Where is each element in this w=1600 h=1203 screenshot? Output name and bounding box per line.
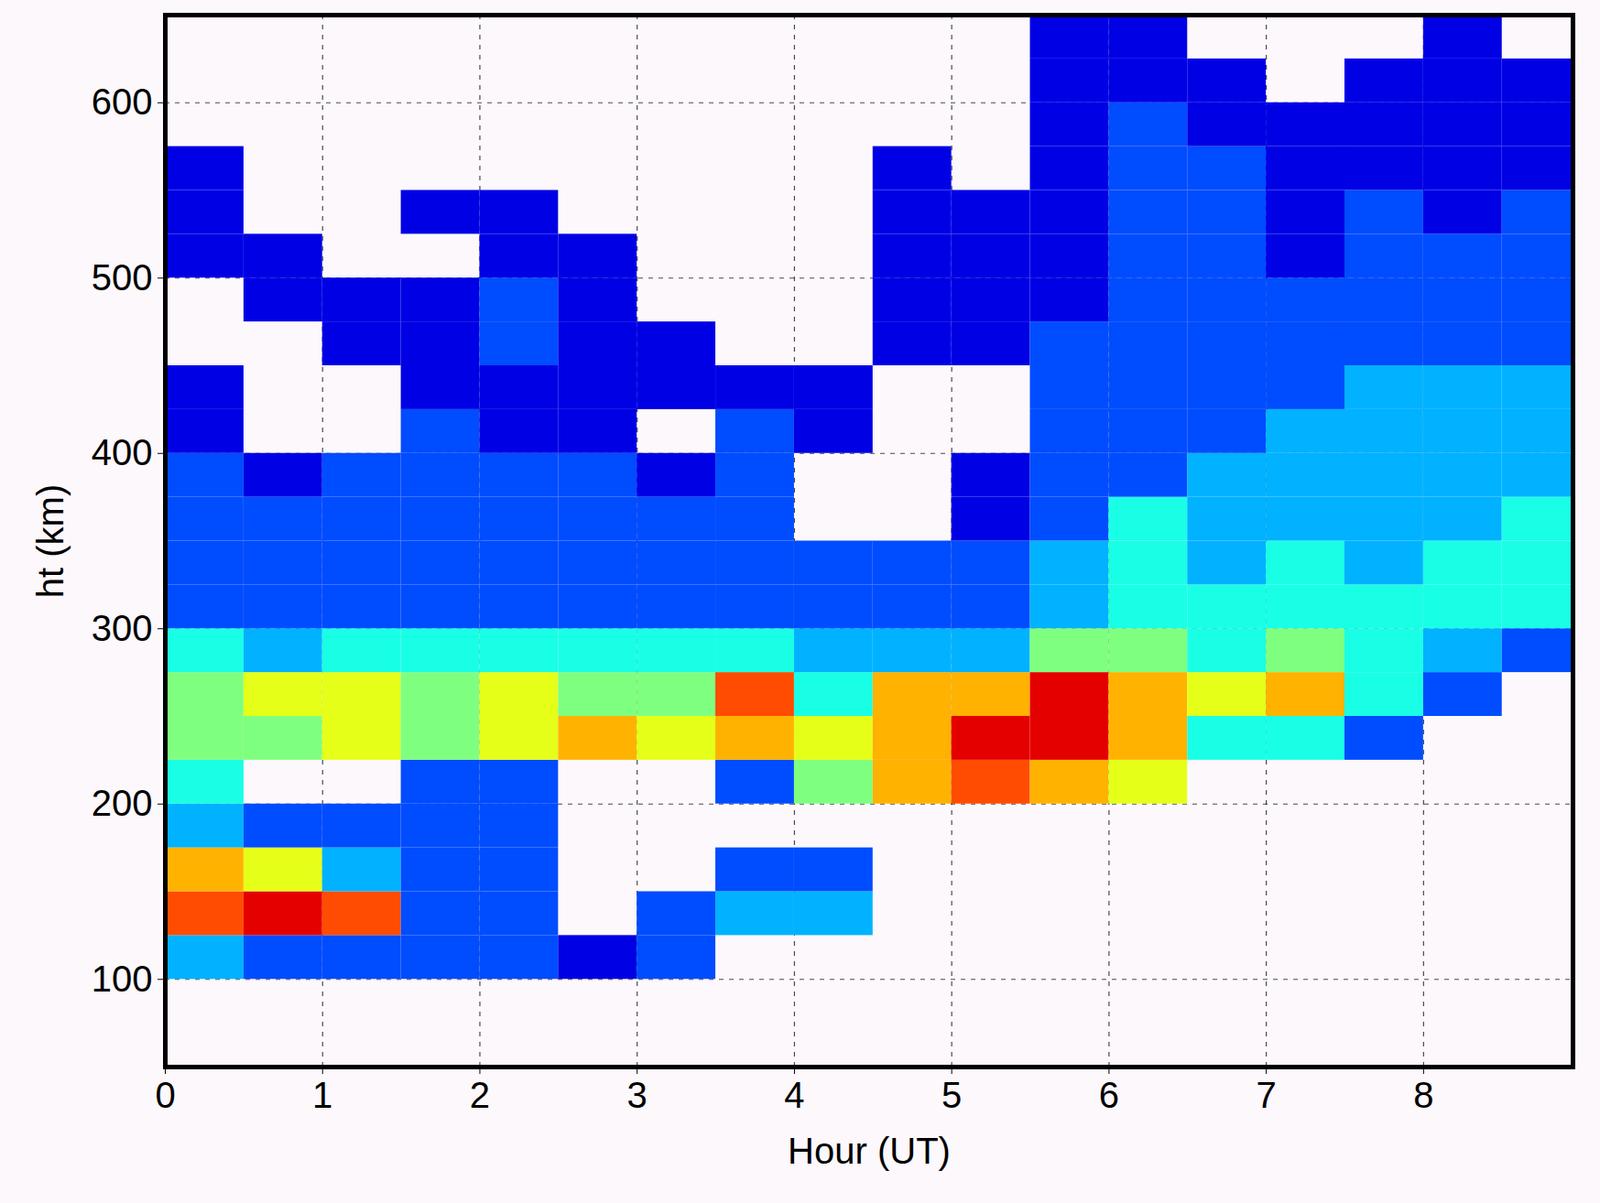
svg-text:500: 500 <box>91 257 153 298</box>
svg-text:600: 600 <box>91 81 153 122</box>
svg-text:6: 6 <box>1099 1075 1120 1116</box>
svg-text:ht (km): ht (km) <box>30 484 71 599</box>
svg-text:5: 5 <box>941 1075 962 1116</box>
svg-text:8: 8 <box>1413 1075 1434 1116</box>
svg-text:300: 300 <box>91 608 153 649</box>
svg-text:4: 4 <box>783 1075 805 1116</box>
svg-text:0: 0 <box>154 1075 175 1116</box>
svg-text:100: 100 <box>91 958 153 1000</box>
svg-text:3: 3 <box>627 1075 648 1116</box>
svg-text:2: 2 <box>469 1075 490 1116</box>
svg-text:400: 400 <box>91 432 153 473</box>
svg-text:Hour (UT): Hour (UT) <box>787 1131 951 1172</box>
svg-text:1: 1 <box>312 1075 333 1116</box>
svg-text:7: 7 <box>1255 1075 1276 1116</box>
svg-text:200: 200 <box>91 783 153 824</box>
